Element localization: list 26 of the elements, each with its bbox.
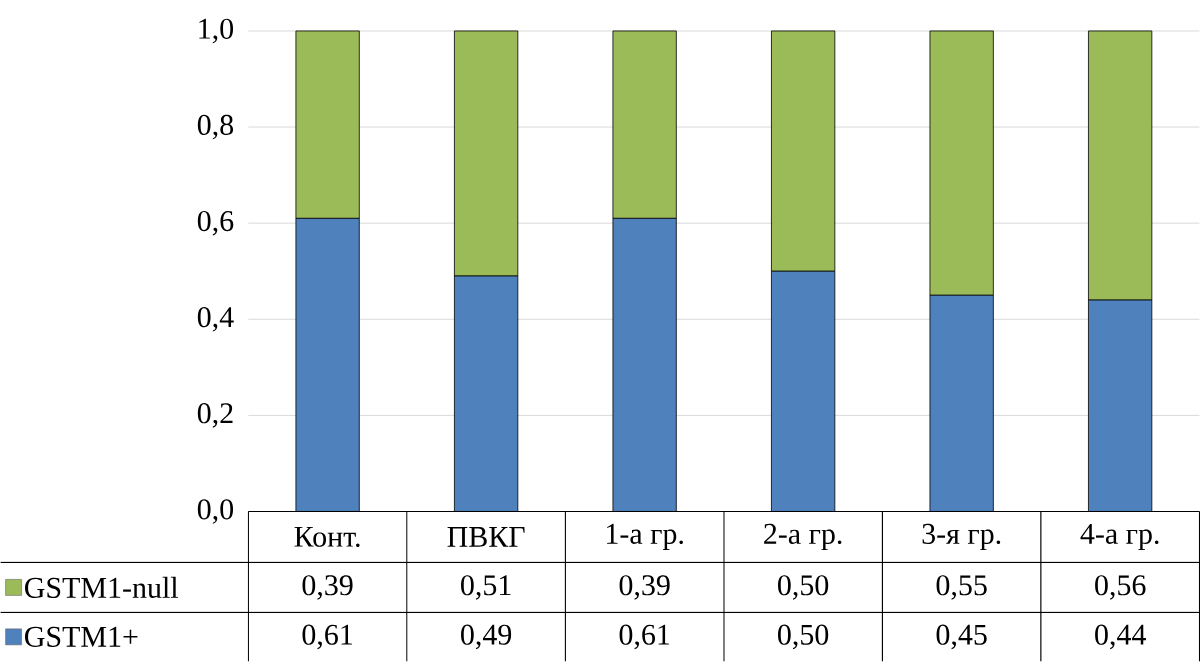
x-tick-label: 3-я гр.	[922, 523, 1001, 551]
data-label: 0,44	[1095, 624, 1146, 650]
y-tick-label: 0,2	[197, 403, 233, 428]
data-label: 0,51	[461, 575, 511, 600]
y-tick-label: 0,4	[197, 307, 234, 332]
y-tick-label: 0,8	[197, 114, 234, 140]
data-label: 0,45	[936, 624, 987, 650]
data-label: 0,50	[778, 575, 829, 600]
data-label: 0,49	[461, 624, 512, 650]
y-tick-label: 1,0	[199, 18, 234, 44]
y-tick-label: 0,0	[197, 499, 234, 524]
data-label: 0,56	[1095, 575, 1146, 600]
x-tick-label: 1-а гр.	[607, 523, 683, 551]
y-tick-label: 0,6	[197, 210, 234, 236]
x-tick-label: ПВКГ	[447, 527, 525, 547]
data-label: 0,61	[619, 624, 670, 650]
x-tick-label: Конт.	[294, 526, 360, 548]
x-tick-label: 4-а гр.	[1080, 523, 1159, 551]
data-label: 0,55	[936, 575, 987, 600]
x-tick-label: 2-а гр.	[764, 523, 842, 551]
data-label: 0,39	[302, 575, 353, 600]
legend-label: GSTM1-null	[25, 576, 179, 598]
data-label: 0,61	[302, 624, 353, 650]
data-label: 0,39	[619, 575, 670, 600]
legend-label: GSTM1+	[25, 626, 138, 647]
data-label: 0,50	[778, 624, 829, 650]
